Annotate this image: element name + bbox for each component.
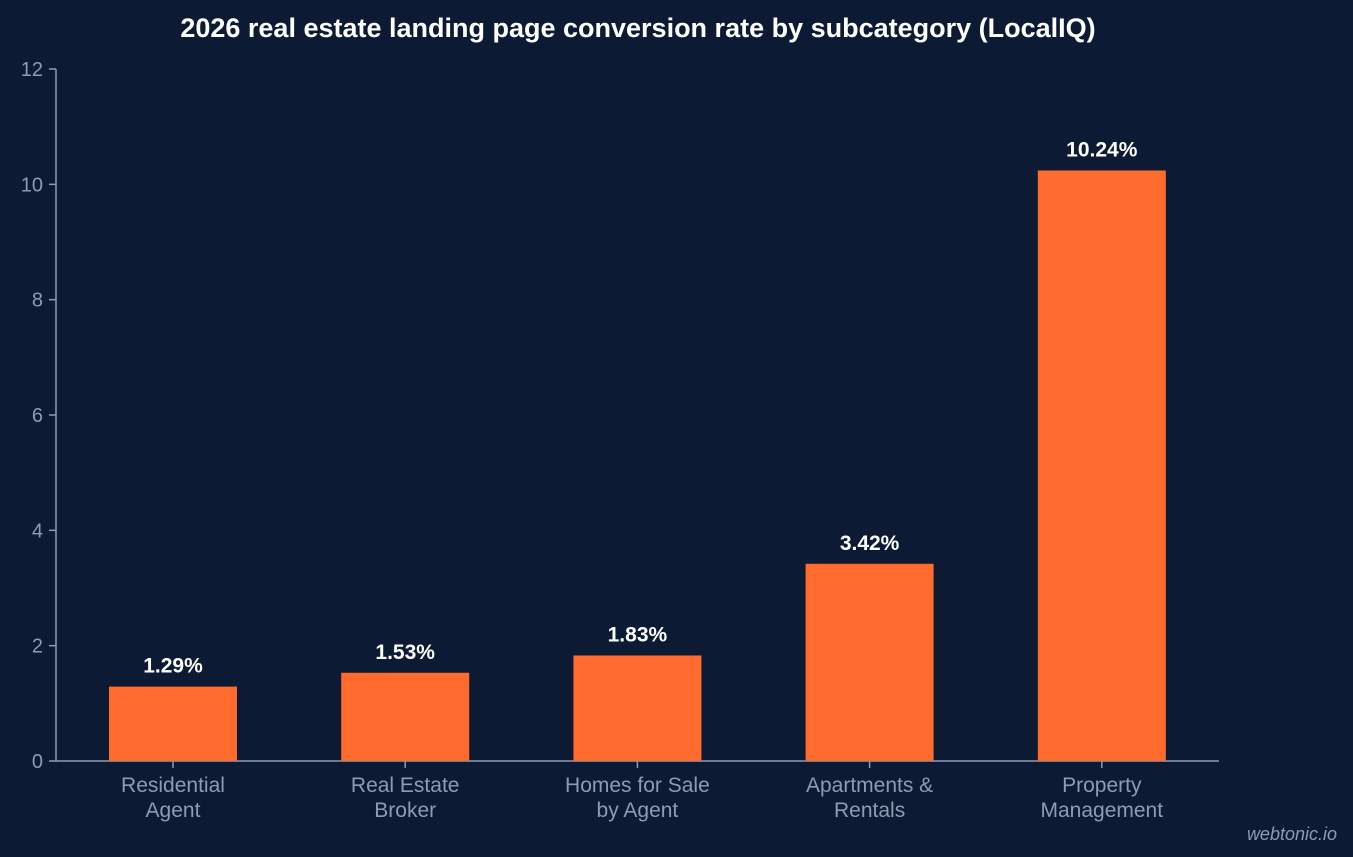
data-label: 1.83% bbox=[608, 623, 668, 646]
data-label: 1.29% bbox=[143, 655, 203, 678]
y-tick-label: 10 bbox=[21, 174, 43, 196]
y-tick-label: 4 bbox=[32, 520, 43, 542]
data-label: 1.53% bbox=[375, 641, 435, 664]
y-axis: 0 2 4 6 8 10 12 bbox=[21, 59, 57, 773]
bar-series bbox=[109, 170, 1166, 761]
x-tick-label: Apartments & bbox=[806, 774, 933, 797]
data-labels: 1.29% 1.53% 1.83% 3.42% 10.24% bbox=[143, 138, 1138, 677]
bar bbox=[1037, 170, 1166, 761]
x-tick-label: Real Estate bbox=[351, 774, 460, 797]
x-tick-label: Rentals bbox=[834, 799, 905, 822]
bar bbox=[805, 563, 934, 761]
x-tick-label: Broker bbox=[374, 799, 436, 822]
y-tick-label: 12 bbox=[21, 59, 43, 81]
y-tick-label: 8 bbox=[32, 290, 43, 312]
bar bbox=[341, 672, 470, 761]
watermark: webtonic.io bbox=[1247, 824, 1337, 844]
chart-title: 2026 real estate landing page conversion… bbox=[180, 13, 1095, 43]
x-tick-label: Management bbox=[1041, 799, 1164, 822]
y-tick-label: 2 bbox=[32, 636, 43, 658]
x-tick-label: Agent bbox=[146, 799, 201, 822]
x-tick-label: Property bbox=[1062, 774, 1142, 797]
bar bbox=[109, 686, 237, 761]
y-tick-label: 6 bbox=[32, 405, 43, 427]
x-tick-label: Homes for Sale bbox=[565, 774, 710, 797]
data-label: 3.42% bbox=[840, 532, 900, 555]
y-tick-label: 0 bbox=[32, 751, 43, 773]
data-label: 10.24% bbox=[1066, 138, 1138, 161]
bar bbox=[573, 655, 702, 761]
x-axis bbox=[56, 760, 1219, 768]
x-tick-label: Residential bbox=[121, 774, 225, 797]
x-tick-label: by Agent bbox=[597, 799, 679, 822]
